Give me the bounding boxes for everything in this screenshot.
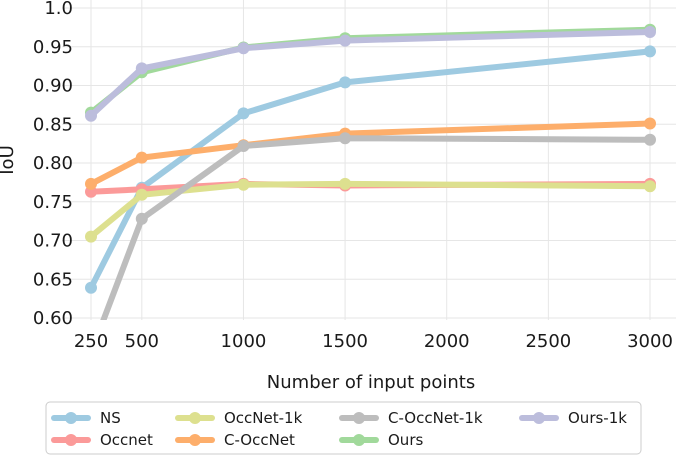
data-point-occnet-1k: [85, 230, 97, 243]
y-tick-label: 1.0: [44, 0, 73, 19]
legend-item-occnet: Occnet: [51, 431, 153, 449]
x-tick-label: 2000: [424, 331, 470, 352]
legend-item-occnet-1k: OccNet-1k: [175, 409, 303, 427]
y-axis-label: IoU: [0, 145, 18, 175]
x-tick-label: 3000: [627, 331, 673, 352]
data-point-ours-1k: [339, 34, 352, 47]
legend-label: C-OccNet: [224, 431, 295, 449]
y-tick-label: 0.90: [33, 76, 73, 97]
data-point-c-occnet-1k: [135, 212, 148, 225]
data-point-c-occnet: [85, 177, 97, 190]
series-c-occnet-1k: [100, 132, 656, 320]
data-point-ns: [644, 45, 656, 58]
y-tick-label: 0.70: [33, 231, 73, 252]
legend-label: NS: [100, 409, 121, 427]
series-line-ours-1k: [88, 29, 653, 119]
legend-item-c-occnet: C-OccNet: [175, 431, 295, 449]
series-line-c-occnet: [88, 120, 653, 187]
data-point-occnet-1k: [135, 188, 148, 201]
y-tick-label: 0.75: [33, 192, 73, 213]
y-tick-label: 0.85: [33, 114, 73, 135]
x-tick-label: 1500: [322, 331, 368, 352]
data-point-ours-1k: [135, 62, 148, 75]
series-line-c-occnet-1k: [100, 135, 653, 320]
x-tick-label: 2500: [525, 331, 571, 352]
legend: NS Occnet OccNet-1k C-OccNet C-OccNet-1k Ours…: [45, 401, 642, 455]
y-tick-labels: 0.60 0.65 0.70 0.75 0.80 0.85 0.90 0.95 1.0: [33, 0, 73, 329]
legend-label: C-OccNet-1k: [388, 409, 483, 427]
legend-label: OccNet-1k: [224, 409, 303, 427]
series-line-ns: [88, 48, 653, 291]
legend-marker: [65, 412, 77, 424]
legend-item-ours-1k: Ours-1k: [519, 409, 627, 427]
data-point-c-occnet: [135, 151, 148, 164]
legend-marker: [65, 434, 77, 446]
legend-label: Occnet: [100, 431, 153, 449]
y-tick-label: 0.60: [33, 308, 73, 329]
data-point-c-occnet-1k: [339, 132, 352, 145]
x-tick-label: 500: [125, 331, 159, 352]
series-ours-1k: [85, 26, 656, 122]
y-tick-label: 0.80: [33, 153, 73, 174]
legend-marker: [353, 434, 365, 446]
series-occnet-1k: [85, 177, 656, 243]
legend-item-ours: Ours: [339, 431, 423, 449]
series-ns: [85, 45, 656, 294]
data-point-c-occnet-1k: [237, 140, 250, 152]
legend-label: Ours: [388, 431, 423, 449]
data-point-ours-1k: [644, 26, 656, 38]
x-axis-label: Number of input points: [267, 372, 475, 393]
y-tick-label: 0.65: [33, 269, 73, 290]
data-point-ours-1k: [85, 109, 97, 122]
legend-item-c-occnet-1k: C-OccNet-1k: [339, 409, 483, 427]
legend-label: Ours-1k: [568, 409, 627, 427]
data-point-ns: [339, 76, 352, 89]
legend-marker: [353, 412, 365, 424]
y-tick-label: 0.95: [33, 37, 73, 58]
data-point-ns: [237, 107, 250, 120]
data-point-c-occnet: [644, 117, 656, 130]
x-tick-labels: 250 500 1000 1500 2000 2500 3000: [74, 331, 673, 352]
data-point-c-occnet-1k: [644, 133, 656, 146]
x-tick-label: 250: [74, 331, 108, 352]
legend-marker: [533, 412, 545, 424]
legend-marker: [189, 434, 201, 446]
grid: [62, 0, 676, 320]
series-c-occnet: [85, 117, 656, 190]
data-point-occnet-1k: [644, 180, 656, 193]
series-lines: [85, 23, 656, 320]
data-point-ns: [85, 281, 97, 294]
legend-marker: [189, 412, 201, 424]
x-tick-label: 1000: [221, 331, 267, 352]
legend-item-ns: NS: [51, 409, 121, 427]
data-point-ours-1k: [237, 42, 250, 55]
data-point-occnet-1k: [237, 178, 250, 191]
data-point-occnet-1k: [339, 177, 352, 190]
